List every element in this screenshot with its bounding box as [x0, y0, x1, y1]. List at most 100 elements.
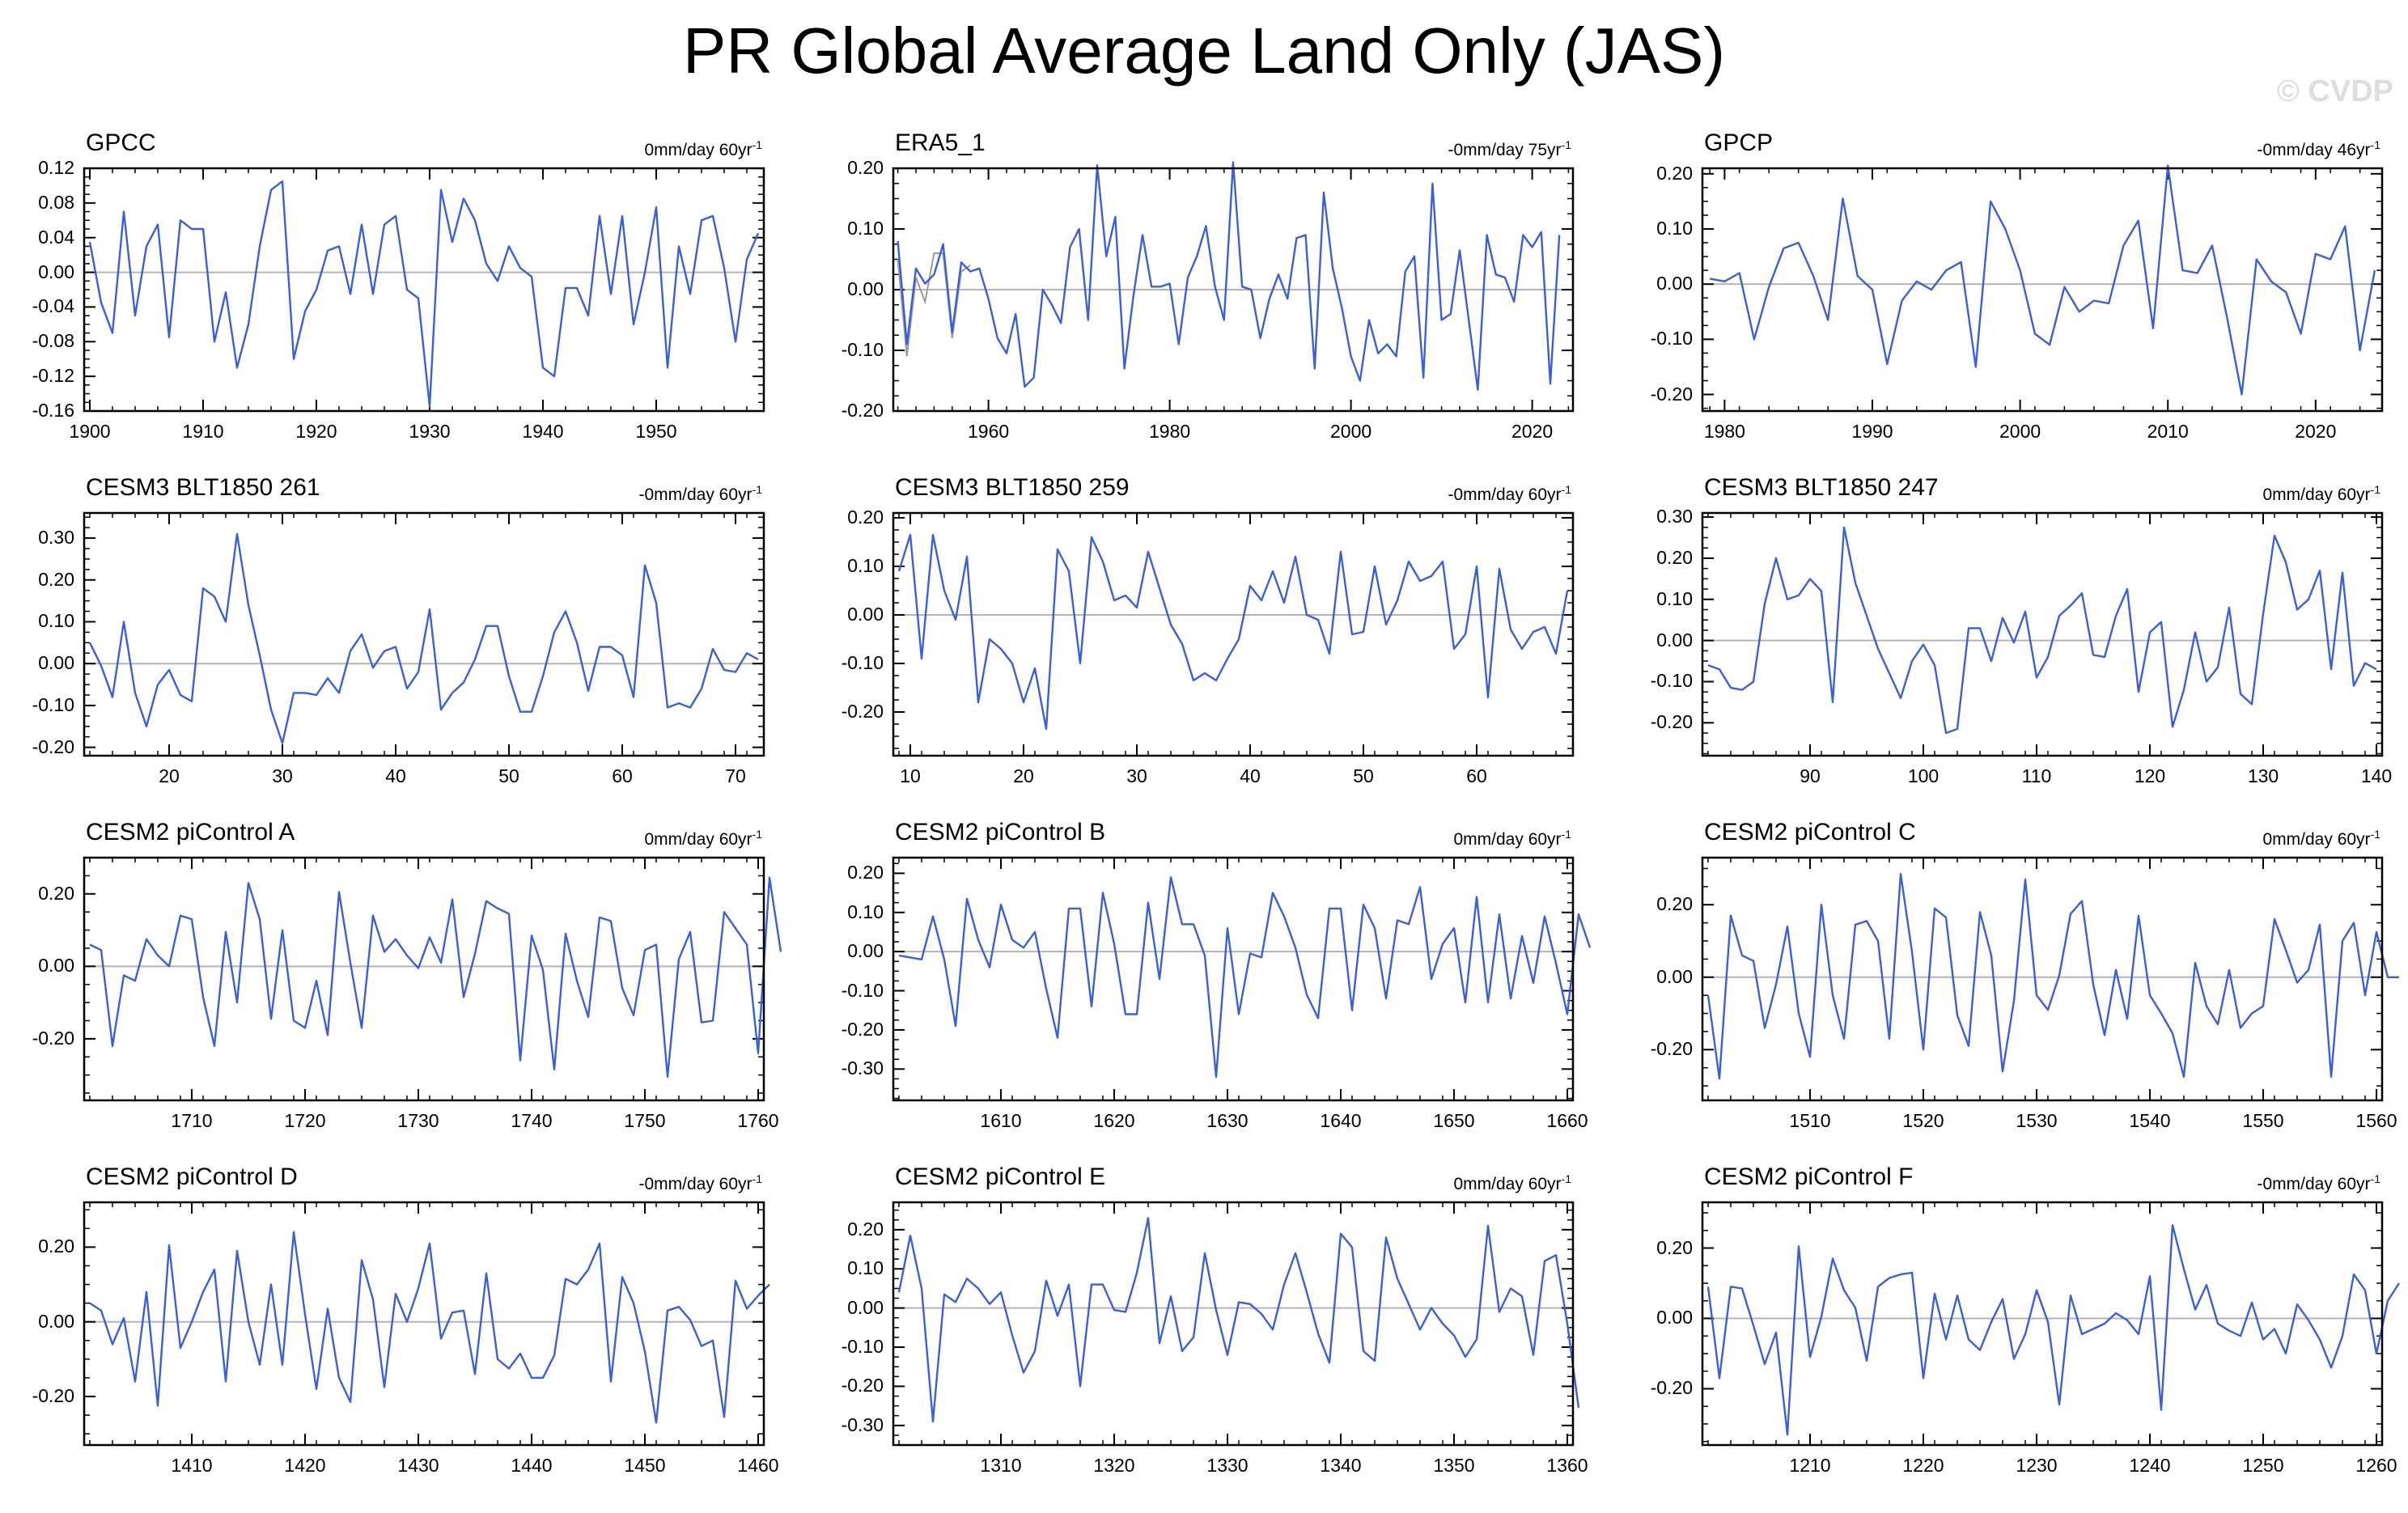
x-tick-label: 1250: [2242, 1455, 2284, 1476]
series-line: [897, 161, 1561, 391]
x-tick-label: 1420: [284, 1455, 326, 1476]
x-tick-label: 1750: [624, 1110, 666, 1131]
x-tick-label: 1630: [1206, 1110, 1249, 1131]
x-tick-label: 1510: [1789, 1110, 1831, 1131]
panel-title: CESM3 BLT1850 259: [895, 474, 1130, 501]
y-tick-label: -0.20: [841, 400, 884, 421]
plot-frame: [83, 856, 765, 1102]
plot-area: [1701, 164, 2384, 413]
panel-trend-label: -0mm/day 60yr-1: [2258, 1172, 2381, 1194]
panel-trend-label: -0mm/day 46yr-1: [2258, 138, 2381, 160]
x-tick-label: 90: [1800, 765, 1821, 786]
y-tick-label: 0.00: [38, 1310, 74, 1332]
y-tick-label: 0.00: [38, 261, 74, 282]
y-tick-label: -0.10: [841, 652, 884, 673]
series-line: [898, 876, 1592, 1079]
panel-cesm2-picontrol-c: CESM2 piControl C 0mm/day 60yr-1 1510 1520 1…: [1651, 819, 2399, 1131]
y-tick-label: 0.10: [847, 1257, 884, 1279]
y-tick-label: 0.20: [1656, 1236, 1693, 1258]
x-tick-label: 60: [1466, 765, 1487, 786]
plot-frame: [1701, 856, 2384, 1102]
x-tick-label: 1930: [409, 421, 451, 442]
trend-text: -0mm/day 60yr: [638, 1175, 752, 1193]
y-tick-label: -0.20: [32, 1027, 74, 1049]
y-tick-label: -0.16: [32, 400, 74, 421]
panel-title: GPCC: [86, 129, 156, 156]
y-tick-label: -0.20: [1650, 383, 1693, 405]
trend-text: 0mm/day 60yr: [644, 141, 752, 159]
x-tick-label: 1260: [2355, 1455, 2397, 1476]
trend-exponent: -1: [2370, 483, 2380, 496]
plot-area: [83, 856, 782, 1102]
x-tick-label: 130: [2247, 765, 2279, 786]
y-tick-label: 0.10: [1656, 587, 1693, 609]
x-tick-label: 50: [1353, 765, 1374, 786]
trend-exponent: -1: [752, 828, 762, 841]
x-tick-label: 60: [612, 765, 633, 786]
y-tick-label: 0.10: [847, 901, 884, 922]
y-tick-label: 0.12: [38, 157, 74, 178]
panel-gpcc: GPCC 0mm/day 60yr-1 1900 1910 1920 1930 1940 19…: [32, 129, 765, 442]
x-tick-label: 1520: [1902, 1110, 1944, 1131]
x-tick-label: 1460: [737, 1455, 779, 1476]
x-tick-label: 1350: [1433, 1455, 1475, 1476]
x-tick-label: 10: [900, 765, 921, 786]
panel-title: CESM2 piControl A: [86, 819, 295, 846]
x-tick-label: 1760: [737, 1110, 779, 1131]
panel-title: CESM2 piControl C: [1704, 819, 1916, 846]
plot-area: [1701, 511, 2384, 757]
panel-trend-label: 0mm/day 60yr-1: [1454, 828, 1572, 850]
y-tick-label: 0.30: [1656, 506, 1693, 528]
y-tick-label: 0.10: [1656, 218, 1693, 239]
x-tick-label: 2000: [1999, 421, 2041, 442]
series-line: [1706, 1224, 2401, 1436]
trend-exponent: -1: [2370, 138, 2380, 151]
x-tick-label: 50: [498, 765, 519, 786]
trend-exponent: -1: [752, 483, 762, 496]
trend-text: -0mm/day 60yr: [2257, 1175, 2371, 1193]
x-tick-label: 1920: [295, 421, 337, 442]
y-tick-label: 0.10: [847, 218, 884, 239]
y-tick-label: 0.20: [1656, 162, 1693, 184]
y-tick-label: 0.00: [1656, 965, 1693, 987]
panel-trend-label: 0mm/day 60yr-1: [1454, 1172, 1572, 1194]
trend-exponent: -1: [1561, 483, 1571, 496]
panel-trend-label: 0mm/day 60yr-1: [2263, 483, 2381, 505]
series-line: [88, 180, 760, 408]
panel-cesm3-blt1850-247: CESM3 BLT1850 247 0mm/day 60yr-1 90 100 110 1…: [1651, 474, 2393, 786]
x-tick-label: 1550: [2242, 1110, 2284, 1131]
y-tick-label: 0.00: [847, 940, 884, 962]
x-tick-label: 30: [1126, 765, 1147, 786]
x-tick-label: 40: [1240, 765, 1261, 786]
y-tick-label: -0.30: [841, 1413, 884, 1435]
y-tick-label: 0.20: [38, 1235, 74, 1257]
x-tick-label: 1330: [1206, 1455, 1249, 1476]
x-tick-label: 1440: [511, 1455, 553, 1476]
plot-area: [892, 856, 1592, 1102]
y-tick-label: 0.00: [1656, 629, 1693, 651]
trend-exponent: -1: [752, 138, 762, 151]
x-tick-label: 30: [272, 765, 293, 786]
y-tick-label: 0.00: [847, 278, 884, 299]
x-tick-label: 1560: [2355, 1110, 2397, 1131]
y-tick-label: -0.10: [1650, 328, 1693, 350]
plot-area: [1701, 1201, 2401, 1447]
plot-frame: [83, 511, 765, 757]
trend-text: 0mm/day 60yr: [1453, 1175, 1562, 1193]
x-tick-label: 1900: [69, 421, 111, 442]
plot-area: [892, 161, 1575, 413]
panel-title: ERA5_1: [895, 129, 986, 156]
y-tick-label: 0.00: [1656, 1307, 1693, 1329]
x-tick-label: 2000: [1330, 421, 1372, 442]
y-tick-label: 0.00: [847, 604, 884, 625]
x-tick-label: 1940: [522, 421, 564, 442]
plot-frame: [892, 1201, 1575, 1447]
panel-cesm3-blt1850-261: CESM3 BLT1850 261 -0mm/day 60yr-1 20 30 40 50…: [32, 474, 765, 786]
x-tick-label: 140: [2360, 765, 2393, 786]
panel-trend-label: -0mm/day 60yr-1: [639, 483, 763, 505]
x-tick-label: 1740: [511, 1110, 553, 1131]
plot-frame: [892, 511, 1575, 757]
x-tick-label: 1980: [1703, 421, 1745, 442]
trend-exponent: -1: [1561, 138, 1571, 151]
x-tick-label: 20: [1013, 765, 1034, 786]
